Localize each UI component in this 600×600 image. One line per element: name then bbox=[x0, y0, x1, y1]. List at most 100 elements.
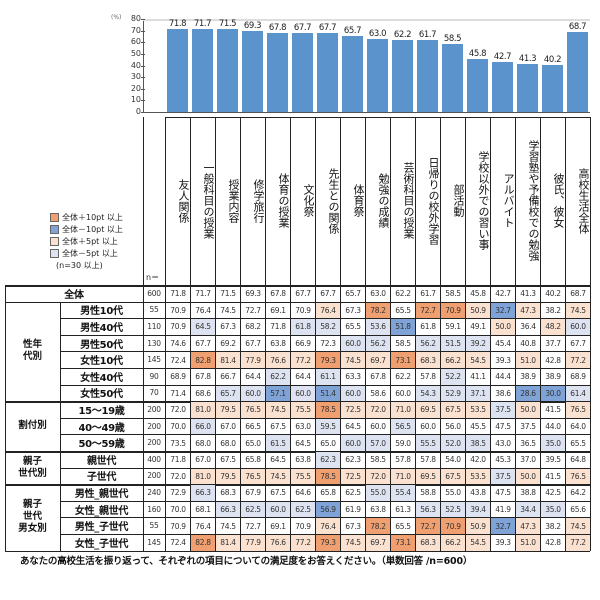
table-cell: 43.0 bbox=[495, 438, 511, 448]
table-cell: 63.8 bbox=[370, 505, 386, 515]
table-cell: 69.1 bbox=[270, 521, 286, 531]
table-cell: 54.0 bbox=[445, 455, 461, 465]
table-cell: 74.5 bbox=[266, 402, 290, 418]
table-cell: 73.1 bbox=[391, 352, 415, 368]
table-cell: 68.3 bbox=[220, 488, 236, 498]
table-cell: 63.3 bbox=[345, 372, 361, 382]
table-cell: 50.9 bbox=[466, 302, 490, 319]
bar bbox=[317, 33, 338, 112]
y-tick bbox=[141, 88, 145, 90]
table-cell: 32.7 bbox=[491, 518, 515, 534]
table-cell: 65.7 bbox=[216, 385, 240, 402]
table-cell: 78.2 bbox=[366, 302, 390, 319]
table-cell: 50.0 bbox=[516, 402, 540, 418]
row-border bbox=[60, 534, 590, 535]
border bbox=[565, 117, 566, 551]
table-cell: 60.0 bbox=[341, 335, 365, 352]
table-cell: 68.2 bbox=[245, 322, 261, 332]
column-header: 友人関係 bbox=[177, 178, 190, 223]
table-cell: 60.0 bbox=[291, 385, 315, 402]
table-cell: 61.1 bbox=[316, 369, 340, 385]
table-cell: 34.4 bbox=[516, 501, 540, 518]
table-cell: 71.8 bbox=[270, 322, 286, 332]
n-cell: 55 bbox=[149, 521, 159, 531]
table-cell: 44.4 bbox=[495, 372, 511, 382]
bar bbox=[267, 33, 288, 112]
n-cell: 200 bbox=[147, 471, 161, 481]
column-header: 一般科目の授業 bbox=[202, 162, 215, 239]
table-cell: 62.3 bbox=[316, 452, 340, 468]
table-cell: 71.7 bbox=[195, 289, 211, 299]
table-cell: 67.7 bbox=[195, 339, 211, 349]
table-cell: 72.7 bbox=[416, 302, 440, 319]
table-cell: 64.6 bbox=[295, 488, 311, 498]
table-cell: 28.6 bbox=[516, 385, 540, 402]
table-cell: 61.5 bbox=[266, 435, 290, 451]
table-cell: 59.0 bbox=[395, 438, 411, 448]
table-cell: 68.3 bbox=[416, 352, 440, 368]
row-border bbox=[60, 334, 590, 336]
table-cell: 69.1 bbox=[270, 305, 286, 315]
legend-label: 全体－5pt 以上 bbox=[62, 249, 118, 258]
table-cell: 66.7 bbox=[220, 372, 236, 382]
table-cell: 64.0 bbox=[570, 422, 586, 432]
row-border bbox=[60, 467, 590, 469]
table-cell: 67.0 bbox=[220, 422, 236, 432]
row-border bbox=[60, 434, 590, 436]
bar-value-label: 65.7 bbox=[343, 25, 362, 36]
table-cell: 57.8 bbox=[420, 372, 436, 382]
table-cell: 69.7 bbox=[366, 535, 390, 551]
table-cell: 59.1 bbox=[445, 322, 461, 332]
table-cell: 72.3 bbox=[320, 339, 336, 349]
table-cell: 45.8 bbox=[470, 289, 486, 299]
table-cell: 70.9 bbox=[170, 322, 186, 332]
table-cell: 71.8 bbox=[170, 455, 186, 465]
table-cell: 37.1 bbox=[466, 385, 490, 402]
table-cell: 78.2 bbox=[366, 518, 390, 534]
column-header: 芸術科目の授業 bbox=[402, 162, 415, 239]
table-cell: 74.5 bbox=[220, 521, 236, 531]
table-cell: 41.5 bbox=[545, 471, 561, 481]
border bbox=[165, 117, 166, 551]
bar-value-label: 42.7 bbox=[493, 52, 512, 63]
table-cell: 41.3 bbox=[520, 289, 536, 299]
table-cell: 71.5 bbox=[220, 289, 236, 299]
table-cell: 53.5 bbox=[466, 402, 490, 418]
table-cell: 57.8 bbox=[420, 455, 436, 465]
row-label: 男性_親世代 bbox=[74, 488, 129, 500]
y-tick bbox=[141, 100, 145, 102]
row-border bbox=[60, 417, 590, 419]
table-cell: 50.0 bbox=[491, 319, 515, 335]
table-cell: 53.6 bbox=[366, 319, 390, 335]
table-cell: 76.6 bbox=[266, 352, 290, 368]
table-cell: 69.5 bbox=[416, 402, 440, 418]
table-cell: 81.0 bbox=[191, 468, 215, 485]
row-border bbox=[60, 351, 590, 353]
table-cell: 74.5 bbox=[341, 352, 365, 368]
table-cell: 72.7 bbox=[245, 521, 261, 531]
table-cell: 37.7 bbox=[545, 339, 561, 349]
legend-swatch bbox=[50, 249, 59, 258]
border bbox=[165, 117, 590, 118]
table-cell: 66.2 bbox=[441, 352, 465, 368]
table-cell: 68.0 bbox=[195, 438, 211, 448]
table-cell: 70.9 bbox=[295, 521, 311, 531]
y-tick bbox=[141, 19, 145, 20]
footer-note: あなたの高校生活を振り返って、それぞれの項目についての満足度をお答えください。（… bbox=[20, 556, 473, 567]
table-cell: 66.2 bbox=[441, 535, 465, 551]
row-border bbox=[5, 301, 590, 304]
row-border bbox=[5, 285, 590, 287]
table-cell: 38.5 bbox=[466, 435, 490, 451]
row-label: 全体 bbox=[64, 289, 84, 301]
border bbox=[465, 117, 466, 551]
table-cell: 54.3 bbox=[416, 385, 440, 402]
legend-label: 全体－10pt 以上 bbox=[62, 225, 123, 234]
bar-value-label: 41.3 bbox=[518, 53, 537, 64]
table-cell: 64.2 bbox=[570, 488, 586, 498]
table-cell: 64.5 bbox=[270, 455, 286, 465]
border bbox=[365, 117, 366, 551]
x-axis bbox=[143, 112, 590, 113]
table-cell: 55.4 bbox=[391, 485, 415, 501]
table-cell: 68.6 bbox=[195, 388, 211, 398]
